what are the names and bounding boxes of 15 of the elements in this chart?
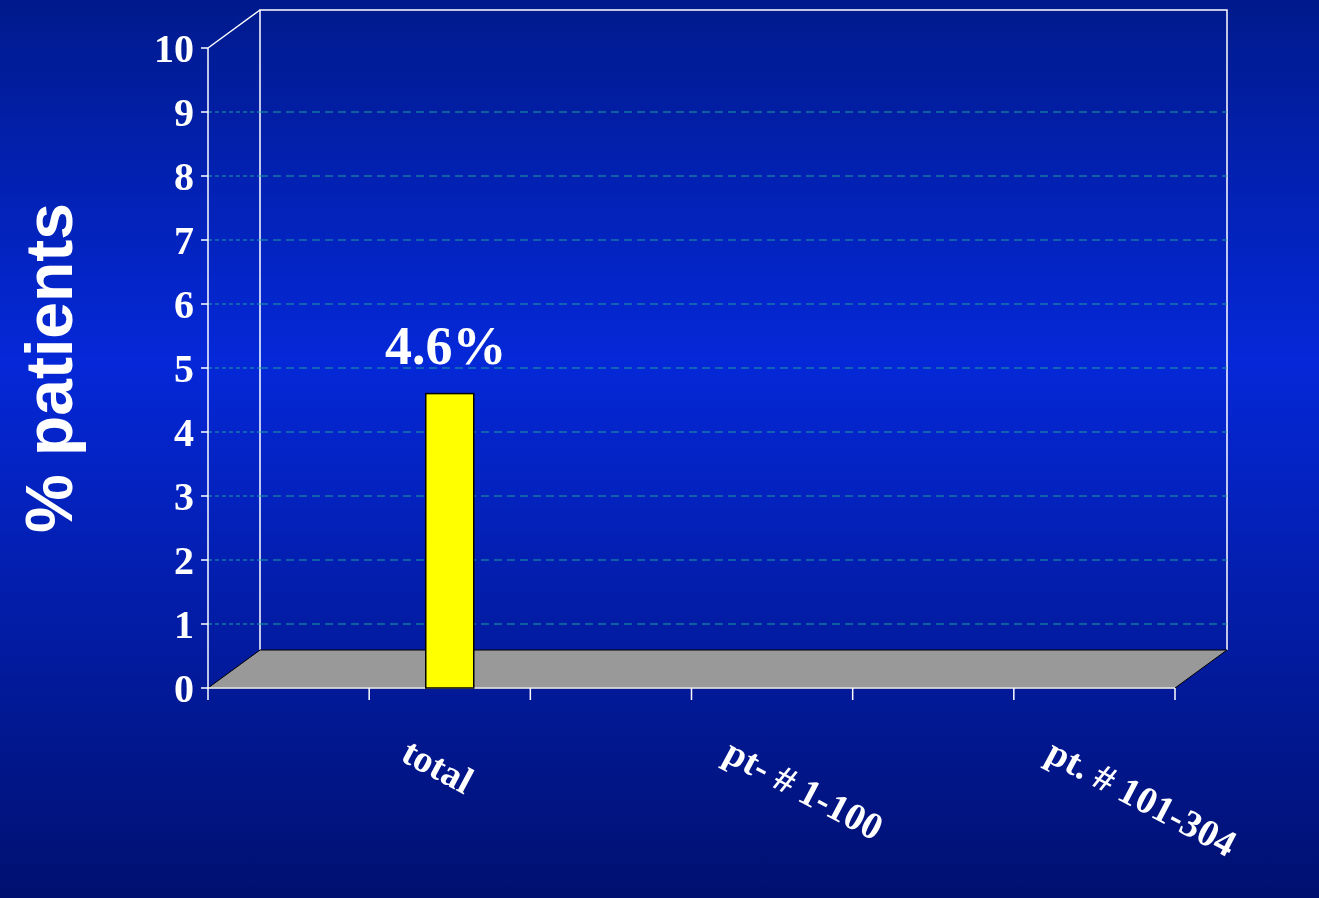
y-tick-label: 5	[174, 346, 194, 391]
y-tick-label: 1	[174, 602, 194, 647]
y-tick-label: 10	[154, 26, 194, 71]
y-tick-label: 6	[174, 282, 194, 327]
data-label: 4.6%	[385, 315, 507, 376]
y-tick-label: 4	[174, 410, 194, 455]
y-tick-label: 7	[174, 218, 194, 263]
x-tick-label: pt- # 1-100	[717, 729, 891, 849]
y-tick-label: 0	[174, 666, 194, 711]
y-tick-label: 8	[174, 154, 194, 199]
x-tick-label: total	[395, 729, 481, 802]
y-tick-label: 9	[174, 90, 194, 135]
y-tick-label: 3	[174, 474, 194, 519]
y-axis-title: % patients	[12, 202, 86, 534]
y-tick-label: 2	[174, 538, 194, 583]
